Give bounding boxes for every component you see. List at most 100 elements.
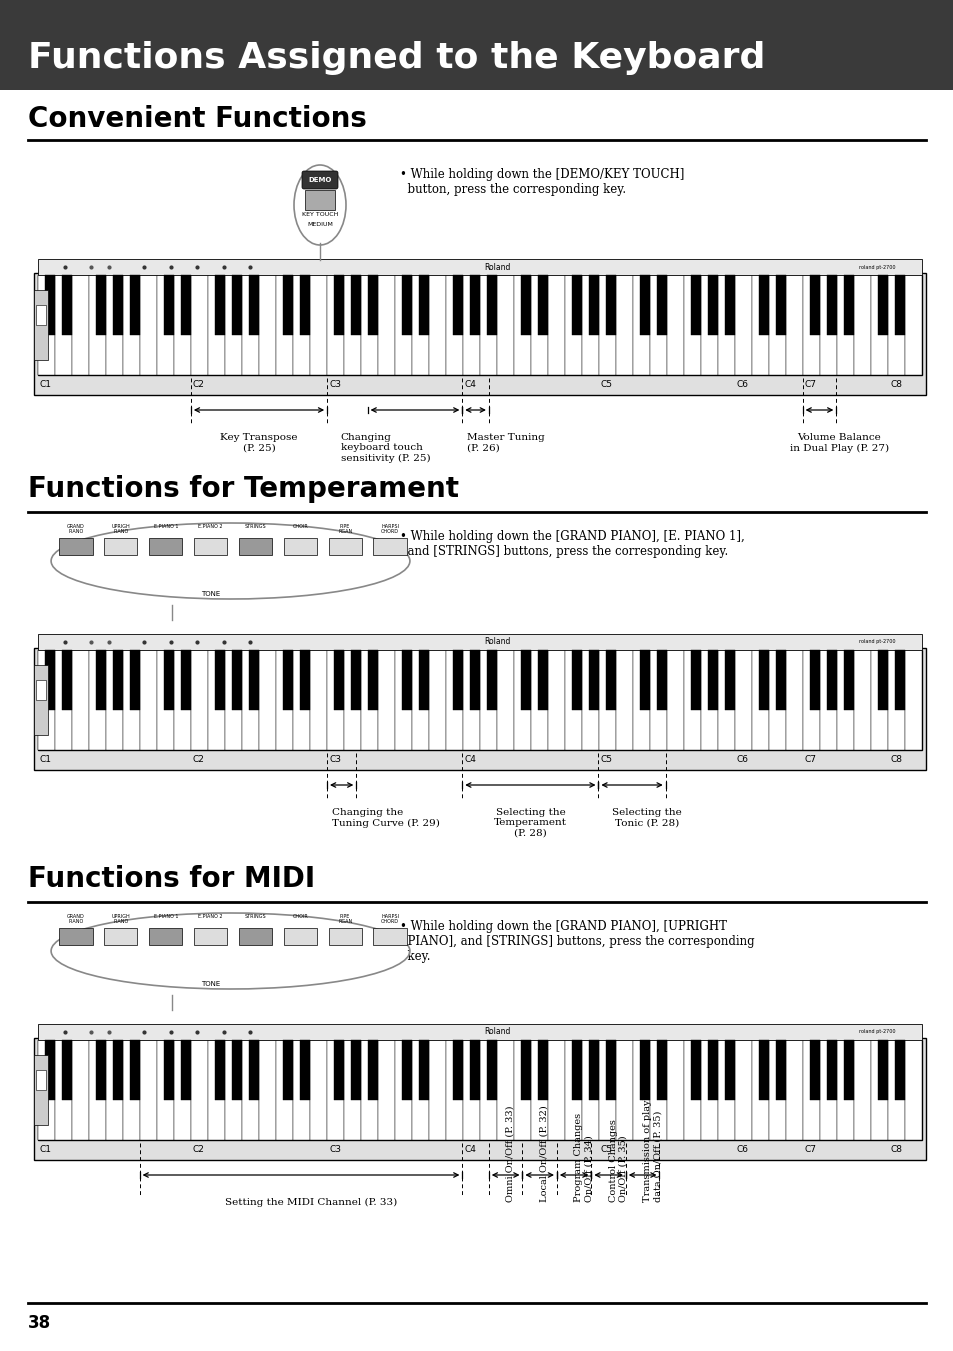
- FancyBboxPatch shape: [157, 276, 173, 376]
- FancyBboxPatch shape: [904, 276, 921, 376]
- FancyBboxPatch shape: [351, 276, 361, 335]
- Text: STRINGS: STRINGS: [244, 915, 266, 920]
- Text: C4: C4: [464, 380, 476, 389]
- FancyBboxPatch shape: [843, 1040, 853, 1100]
- FancyBboxPatch shape: [368, 1040, 377, 1100]
- FancyBboxPatch shape: [724, 1040, 735, 1100]
- FancyBboxPatch shape: [351, 650, 361, 711]
- Text: CHOIR: CHOIR: [293, 524, 308, 530]
- FancyBboxPatch shape: [181, 276, 191, 335]
- FancyBboxPatch shape: [71, 1040, 89, 1140]
- Text: roland pt-2700: roland pt-2700: [858, 1029, 895, 1035]
- FancyBboxPatch shape: [328, 928, 361, 946]
- Text: C2: C2: [193, 380, 205, 389]
- FancyBboxPatch shape: [759, 1040, 768, 1100]
- FancyBboxPatch shape: [572, 276, 581, 335]
- Text: Master Tuning
(P. 26): Master Tuning (P. 26): [467, 434, 544, 453]
- Text: PIANO: PIANO: [113, 920, 129, 924]
- FancyBboxPatch shape: [853, 276, 870, 376]
- FancyBboxPatch shape: [691, 650, 700, 711]
- Text: DEMO: DEMO: [308, 177, 332, 182]
- FancyBboxPatch shape: [497, 1040, 514, 1140]
- FancyBboxPatch shape: [38, 276, 55, 376]
- FancyBboxPatch shape: [377, 1040, 395, 1140]
- FancyBboxPatch shape: [776, 650, 785, 711]
- FancyBboxPatch shape: [123, 1040, 140, 1140]
- FancyBboxPatch shape: [140, 650, 157, 750]
- FancyBboxPatch shape: [238, 538, 272, 555]
- Text: KEY TOUCH: KEY TOUCH: [301, 212, 337, 218]
- FancyBboxPatch shape: [691, 276, 700, 335]
- FancyBboxPatch shape: [598, 1040, 616, 1140]
- Text: C5: C5: [599, 755, 612, 765]
- FancyBboxPatch shape: [71, 276, 89, 376]
- FancyBboxPatch shape: [293, 276, 310, 376]
- FancyBboxPatch shape: [887, 650, 904, 750]
- FancyBboxPatch shape: [149, 538, 182, 555]
- FancyBboxPatch shape: [36, 305, 46, 326]
- FancyBboxPatch shape: [462, 276, 479, 376]
- FancyBboxPatch shape: [164, 650, 174, 711]
- FancyBboxPatch shape: [368, 650, 377, 711]
- FancyBboxPatch shape: [514, 650, 531, 750]
- FancyBboxPatch shape: [131, 276, 140, 335]
- FancyBboxPatch shape: [470, 650, 479, 711]
- FancyBboxPatch shape: [38, 276, 921, 376]
- FancyBboxPatch shape: [377, 650, 395, 750]
- Text: C5: C5: [599, 380, 612, 389]
- FancyBboxPatch shape: [870, 276, 887, 376]
- FancyBboxPatch shape: [334, 1040, 344, 1100]
- FancyBboxPatch shape: [616, 276, 633, 376]
- FancyBboxPatch shape: [639, 1040, 650, 1100]
- Text: E.PIANO 1: E.PIANO 1: [153, 524, 178, 530]
- FancyBboxPatch shape: [809, 1040, 820, 1100]
- FancyBboxPatch shape: [334, 650, 344, 711]
- FancyBboxPatch shape: [173, 276, 191, 376]
- FancyBboxPatch shape: [164, 276, 174, 335]
- FancyBboxPatch shape: [639, 276, 650, 335]
- FancyBboxPatch shape: [106, 650, 123, 750]
- FancyBboxPatch shape: [826, 1040, 837, 1100]
- FancyBboxPatch shape: [233, 1040, 242, 1100]
- FancyBboxPatch shape: [826, 650, 837, 711]
- Text: PIANO: PIANO: [69, 530, 84, 535]
- Text: C1: C1: [40, 755, 52, 765]
- FancyBboxPatch shape: [249, 1040, 259, 1100]
- FancyBboxPatch shape: [547, 650, 564, 750]
- FancyBboxPatch shape: [106, 1040, 123, 1140]
- FancyBboxPatch shape: [113, 276, 123, 335]
- FancyBboxPatch shape: [96, 1040, 106, 1100]
- Text: C1: C1: [40, 1146, 52, 1154]
- FancyBboxPatch shape: [589, 650, 598, 711]
- FancyBboxPatch shape: [734, 276, 751, 376]
- FancyBboxPatch shape: [38, 1024, 921, 1040]
- FancyBboxPatch shape: [402, 1040, 412, 1100]
- FancyBboxPatch shape: [820, 650, 836, 750]
- FancyBboxPatch shape: [453, 276, 463, 335]
- FancyBboxPatch shape: [718, 650, 734, 750]
- FancyBboxPatch shape: [191, 276, 208, 376]
- FancyBboxPatch shape: [360, 1040, 377, 1140]
- FancyBboxPatch shape: [55, 650, 71, 750]
- FancyBboxPatch shape: [666, 1040, 683, 1140]
- FancyBboxPatch shape: [802, 276, 820, 376]
- FancyBboxPatch shape: [462, 650, 479, 750]
- FancyBboxPatch shape: [446, 650, 462, 750]
- FancyBboxPatch shape: [327, 276, 344, 376]
- FancyBboxPatch shape: [360, 650, 377, 750]
- FancyBboxPatch shape: [34, 665, 48, 735]
- FancyBboxPatch shape: [302, 172, 337, 189]
- FancyBboxPatch shape: [429, 650, 446, 750]
- FancyBboxPatch shape: [751, 650, 768, 750]
- Text: E.PIANO 2: E.PIANO 2: [198, 915, 223, 920]
- FancyBboxPatch shape: [242, 650, 258, 750]
- FancyBboxPatch shape: [62, 276, 72, 335]
- FancyBboxPatch shape: [606, 1040, 616, 1100]
- Text: Local On/Off (P. 32): Local On/Off (P. 32): [539, 1105, 548, 1202]
- FancyBboxPatch shape: [707, 650, 718, 711]
- FancyBboxPatch shape: [453, 650, 463, 711]
- FancyBboxPatch shape: [310, 276, 327, 376]
- FancyBboxPatch shape: [683, 1040, 700, 1140]
- FancyBboxPatch shape: [487, 276, 497, 335]
- FancyBboxPatch shape: [768, 1040, 785, 1140]
